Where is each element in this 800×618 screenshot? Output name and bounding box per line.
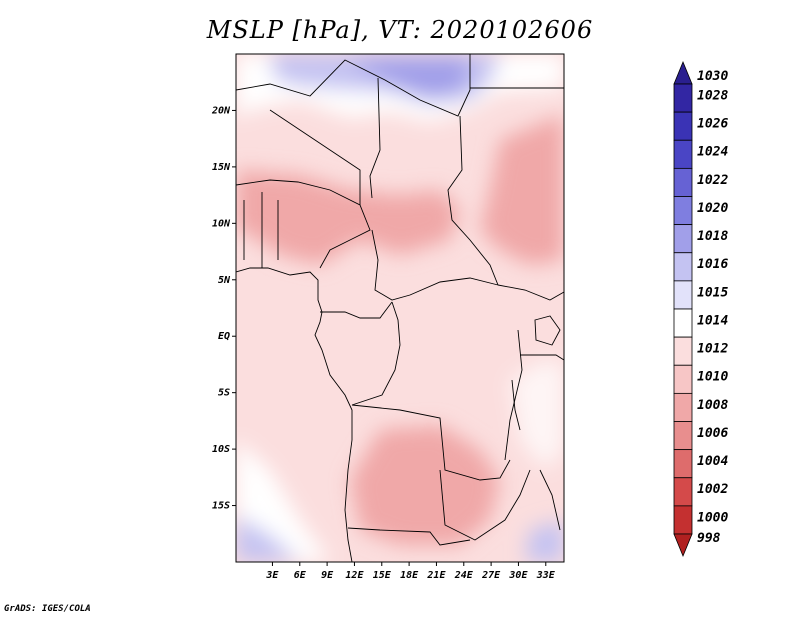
lon-tick-label: 30E [508, 570, 528, 581]
colorbar-swatch [673, 139, 693, 169]
colorbar-label: 1015 [697, 285, 728, 300]
border-drc-north [351, 301, 401, 406]
colorbar-swatch [673, 308, 693, 338]
lon-tick-label: 18E [400, 570, 419, 581]
lon-tick-label: 9E [321, 570, 334, 581]
high-pressure-southeast [525, 520, 564, 562]
lon-tick-label: 24E [454, 570, 474, 581]
border-cameroon-congo [320, 301, 393, 319]
colorbar: 1030 1028 1026 1024 1022 1020 1018 1016 1015 1014… [673, 60, 728, 558]
lat-tick-label: 10N [212, 218, 231, 229]
colorbar-label: 1024 [697, 145, 728, 160]
colorbar-label: 1002 [697, 482, 728, 497]
colorbar-swatch [673, 364, 693, 394]
border-east-africa [520, 354, 564, 531]
colorbar-swatch [673, 83, 693, 113]
coastline-lake-victoria-region [534, 315, 561, 346]
longitude-axis: 3E 6E 9E 12E 15E 18E 21E 24E 27E 30E 33E [265, 562, 556, 581]
border-drc-east [497, 284, 564, 461]
colorbar-swatch [673, 111, 693, 141]
colorbar-swatch [673, 505, 693, 535]
lat-tick-label: 10S [212, 444, 230, 455]
colorbar-label: 998 [697, 531, 721, 546]
lon-tick-label: 6E [294, 570, 307, 581]
colorbar-label: 1004 [697, 454, 728, 469]
grads-credit: GrADS: IGES/COLA [4, 604, 91, 614]
lat-tick-label: 15N [212, 162, 231, 173]
colorbar-label: 1014 [697, 313, 728, 328]
colorbar-label: 1012 [697, 342, 728, 357]
colorbar-swatch [673, 280, 693, 310]
border-drc-south [351, 404, 511, 481]
colorbar-label: 1008 [697, 398, 728, 413]
colorbar-label: 1000 [697, 510, 728, 525]
lat-tick-label: 5S [218, 388, 230, 399]
border-central-african-republic [371, 229, 499, 301]
country-borders [236, 54, 564, 562]
colorbar-label: 1006 [697, 426, 728, 441]
colorbar-swatch [673, 224, 693, 254]
neutral-east-africa [510, 360, 564, 470]
colorbar-swatch [673, 336, 693, 366]
coastline-lake-tanganyika [511, 379, 521, 431]
lat-tick-label: 20N [211, 105, 231, 116]
lon-tick-label: 12E [345, 570, 364, 581]
pressure-field [236, 54, 564, 562]
colorbar-label: 1020 [697, 201, 728, 216]
high-pressure-atlantic-core [236, 515, 300, 562]
colorbar-swatch [673, 477, 693, 507]
colorbar-swatch [673, 167, 693, 197]
colorbar-label: 1022 [697, 173, 728, 188]
lon-tick-label: 21E [426, 570, 446, 581]
lon-tick-label: 3E [265, 570, 279, 581]
lat-tick-label: 5N [218, 275, 231, 286]
border-chad-sudan [447, 115, 499, 286]
border-nigeria [236, 179, 371, 269]
colorbar-swatch [673, 392, 693, 422]
border-mali-niger [269, 109, 361, 205]
colorbar-swatch [673, 252, 693, 282]
lat-tick-label: EQ [218, 331, 230, 342]
colorbar-label: 1016 [697, 257, 728, 272]
colorbar-label: 1026 [697, 117, 728, 132]
colorbar-swatch [673, 196, 693, 226]
map-title: MSLP [hPa], VT: 2020102606 [206, 16, 594, 44]
lat-tick-label: 15S [212, 501, 230, 512]
border-sahara-north [236, 54, 471, 117]
colorbar-swatch [673, 533, 693, 558]
colorbar-label: 1028 [697, 88, 728, 103]
latitude-axis: 20N 15N 10N 5N EQ 5S 10S 15S [211, 105, 236, 512]
border-west-africa-states [243, 192, 279, 268]
colorbar-label: 1010 [697, 370, 728, 385]
colorbar-swatch [673, 449, 693, 479]
low-pressure-angola [350, 425, 500, 545]
colorbar-label: 1018 [697, 229, 728, 244]
border-chad-libya [369, 77, 381, 199]
colorbar-swatch [673, 60, 693, 85]
lon-tick-label: 15E [373, 570, 392, 581]
low-pressure-sudan [480, 115, 564, 265]
high-pressure-north-center [345, 58, 470, 96]
low-pressure-sahel-west [236, 170, 460, 265]
coastline-west-africa [236, 267, 353, 562]
border-zambia [439, 469, 531, 541]
plot-frame [235, 53, 565, 563]
lon-tick-label: 27E [481, 570, 501, 581]
lon-tick-label: 33E [536, 570, 556, 581]
colorbar-label: 1030 [697, 69, 728, 84]
border-angola-namibia [347, 527, 471, 546]
colorbar-swatch [673, 421, 693, 451]
